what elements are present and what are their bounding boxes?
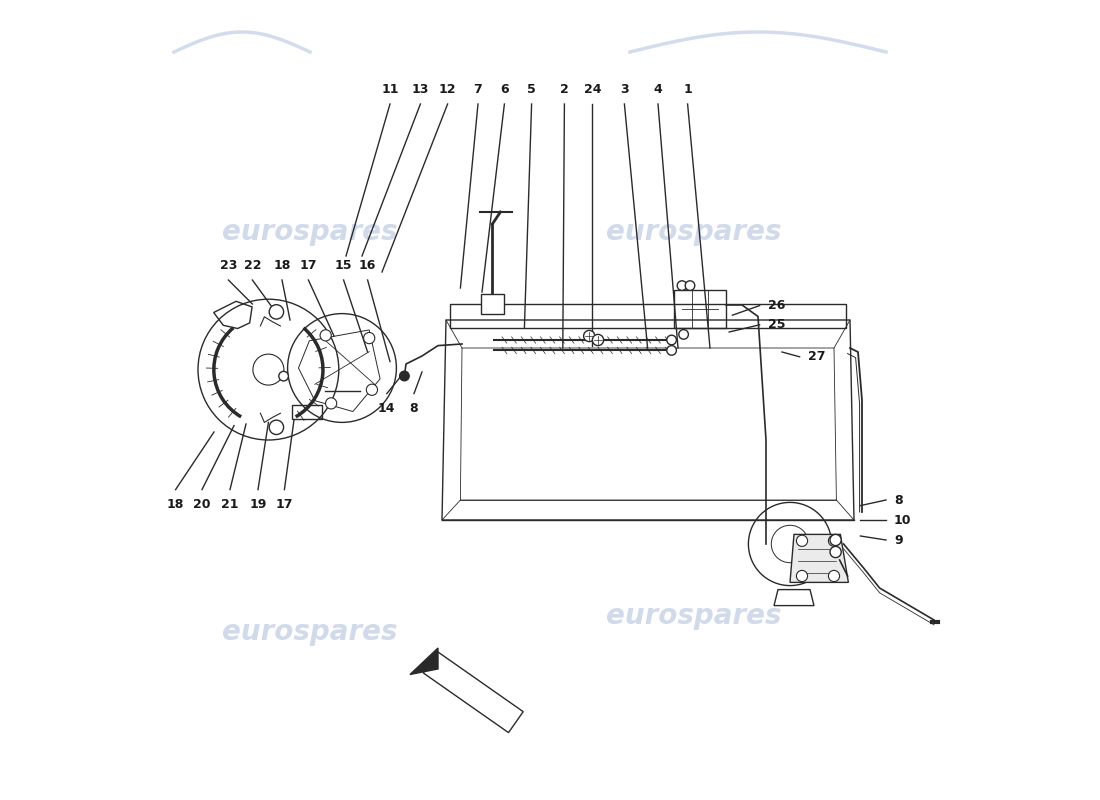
Circle shape: [830, 546, 842, 558]
Text: 26: 26: [768, 299, 785, 312]
Circle shape: [366, 384, 377, 395]
Circle shape: [326, 398, 337, 409]
Text: 3: 3: [620, 83, 629, 96]
Circle shape: [278, 371, 288, 381]
Text: 21: 21: [221, 498, 239, 510]
Text: 27: 27: [807, 350, 825, 363]
Text: 13: 13: [411, 83, 429, 96]
Circle shape: [667, 335, 676, 345]
Polygon shape: [410, 648, 438, 674]
Text: 10: 10: [894, 514, 912, 526]
Text: 7: 7: [474, 83, 483, 96]
Text: 4: 4: [653, 83, 662, 96]
Circle shape: [796, 570, 807, 582]
Text: 20: 20: [194, 498, 211, 510]
Circle shape: [796, 535, 807, 546]
Circle shape: [270, 420, 284, 434]
Text: 16: 16: [359, 259, 376, 272]
Text: eurospares: eurospares: [606, 602, 781, 630]
Text: 22: 22: [244, 259, 261, 272]
Text: 12: 12: [439, 83, 456, 96]
Polygon shape: [424, 652, 524, 733]
Circle shape: [685, 281, 695, 290]
Circle shape: [828, 535, 839, 546]
Text: 1: 1: [683, 83, 692, 96]
Text: 19: 19: [250, 498, 266, 510]
Text: 18: 18: [273, 259, 290, 272]
Text: 2: 2: [560, 83, 569, 96]
Text: 24: 24: [584, 83, 602, 96]
Text: 8: 8: [409, 402, 418, 414]
Circle shape: [364, 333, 375, 344]
Circle shape: [320, 330, 331, 341]
Text: eurospares: eurospares: [606, 218, 781, 246]
Text: 5: 5: [527, 83, 536, 96]
Polygon shape: [790, 534, 848, 582]
Text: 25: 25: [768, 318, 785, 331]
Circle shape: [584, 330, 595, 342]
Text: 15: 15: [334, 259, 352, 272]
Text: 11: 11: [382, 83, 398, 96]
Text: 17: 17: [276, 498, 293, 510]
Circle shape: [828, 570, 839, 582]
Text: 17: 17: [299, 259, 317, 272]
Circle shape: [593, 334, 604, 346]
Text: 6: 6: [500, 83, 508, 96]
Text: 14: 14: [378, 402, 396, 414]
Text: 8: 8: [894, 494, 903, 506]
Circle shape: [830, 534, 842, 546]
Circle shape: [270, 305, 284, 319]
Circle shape: [667, 346, 676, 355]
Text: 23: 23: [220, 259, 238, 272]
Circle shape: [679, 330, 689, 339]
FancyBboxPatch shape: [481, 294, 504, 314]
Text: eurospares: eurospares: [222, 218, 397, 246]
Text: eurospares: eurospares: [222, 618, 397, 646]
Text: 9: 9: [894, 534, 903, 546]
Circle shape: [678, 281, 686, 290]
Text: 18: 18: [167, 498, 185, 510]
Circle shape: [399, 371, 409, 381]
